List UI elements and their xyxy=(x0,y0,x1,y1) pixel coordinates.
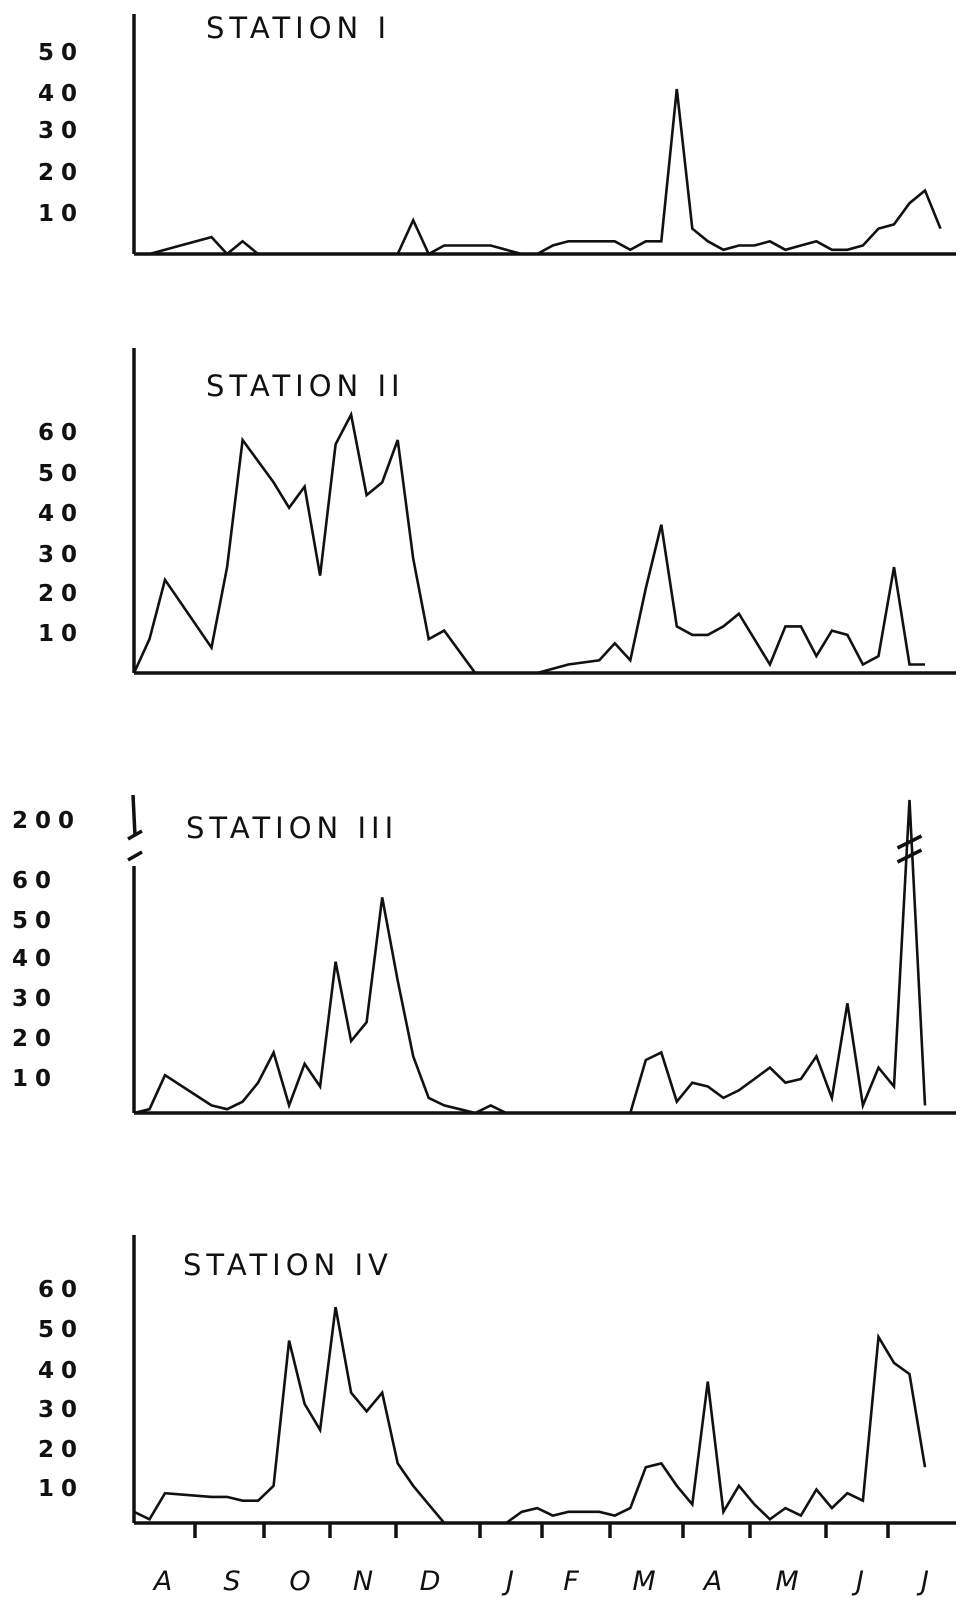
month-label: M xyxy=(775,1566,798,1597)
y-tick-label: 50 xyxy=(12,908,58,934)
y-tick-label: 200 xyxy=(12,808,81,834)
series-line xyxy=(134,88,942,256)
y-tick-label: 20 xyxy=(12,1026,58,1052)
y-tick-label: 50 xyxy=(38,40,84,66)
y-tick-label: 40 xyxy=(38,1358,84,1384)
series-line xyxy=(133,1306,927,1525)
y-tick-label: 10 xyxy=(12,1066,58,1092)
axis-break-mark xyxy=(127,850,143,862)
axis-break-mark xyxy=(127,829,143,841)
month-label: J xyxy=(916,1566,929,1597)
y-tick-label: 50 xyxy=(38,461,84,487)
y-tick-label: 10 xyxy=(38,1476,84,1502)
chart-panel-station-ii: STATION II 60 50 40 30 20 10 xyxy=(38,348,956,675)
y-tick-label: 40 xyxy=(38,81,84,107)
y-tick-label: 20 xyxy=(38,1437,84,1463)
y-tick-label: 40 xyxy=(12,946,58,972)
y-tick-label: 30 xyxy=(38,118,84,144)
spike-break-mark xyxy=(896,834,923,850)
month-label: S xyxy=(223,1566,240,1597)
y-tick-label: 30 xyxy=(38,1397,84,1423)
month-label: A xyxy=(702,1566,722,1597)
month-label: O xyxy=(289,1566,310,1597)
y-tick-label: 60 xyxy=(12,868,58,894)
series-line xyxy=(132,410,925,675)
chart-title: STATION IV xyxy=(183,1248,393,1282)
y-tick-label: 20 xyxy=(38,581,84,607)
series-line xyxy=(133,799,927,1115)
month-label: D xyxy=(420,1566,441,1597)
y-axis-upper xyxy=(131,794,137,837)
chart-panel-station-i: STATION I 50 40 30 20 10 xyxy=(38,11,956,256)
y-tick-label: 30 xyxy=(12,986,58,1012)
spike-break-mark xyxy=(896,848,923,864)
chart-title: STATION II xyxy=(206,369,405,403)
month-label: M xyxy=(632,1566,655,1597)
chart-panel-station-iii: STATION III 200 60 50 40 30 20 10 xyxy=(12,794,956,1115)
month-label: A xyxy=(152,1566,172,1597)
chart-title: STATION I xyxy=(206,11,391,45)
month-label: F xyxy=(563,1566,579,1597)
chart-panel-station-iv: STATION IV 60 50 40 30 20 10 xyxy=(38,1235,956,1525)
y-tick-label: 20 xyxy=(38,160,84,186)
y-tick-label: 50 xyxy=(38,1317,84,1343)
y-tick-label: 60 xyxy=(38,420,84,446)
y-tick-label: 40 xyxy=(38,501,84,527)
month-label: N xyxy=(353,1566,373,1597)
chart-title: STATION III xyxy=(186,811,398,845)
y-tick-label: 10 xyxy=(38,621,84,647)
y-tick-label: 30 xyxy=(38,542,84,568)
y-tick-label: 60 xyxy=(38,1277,84,1303)
month-label: J xyxy=(851,1566,864,1597)
y-tick-label: 10 xyxy=(38,201,84,227)
month-label: J xyxy=(501,1566,514,1597)
